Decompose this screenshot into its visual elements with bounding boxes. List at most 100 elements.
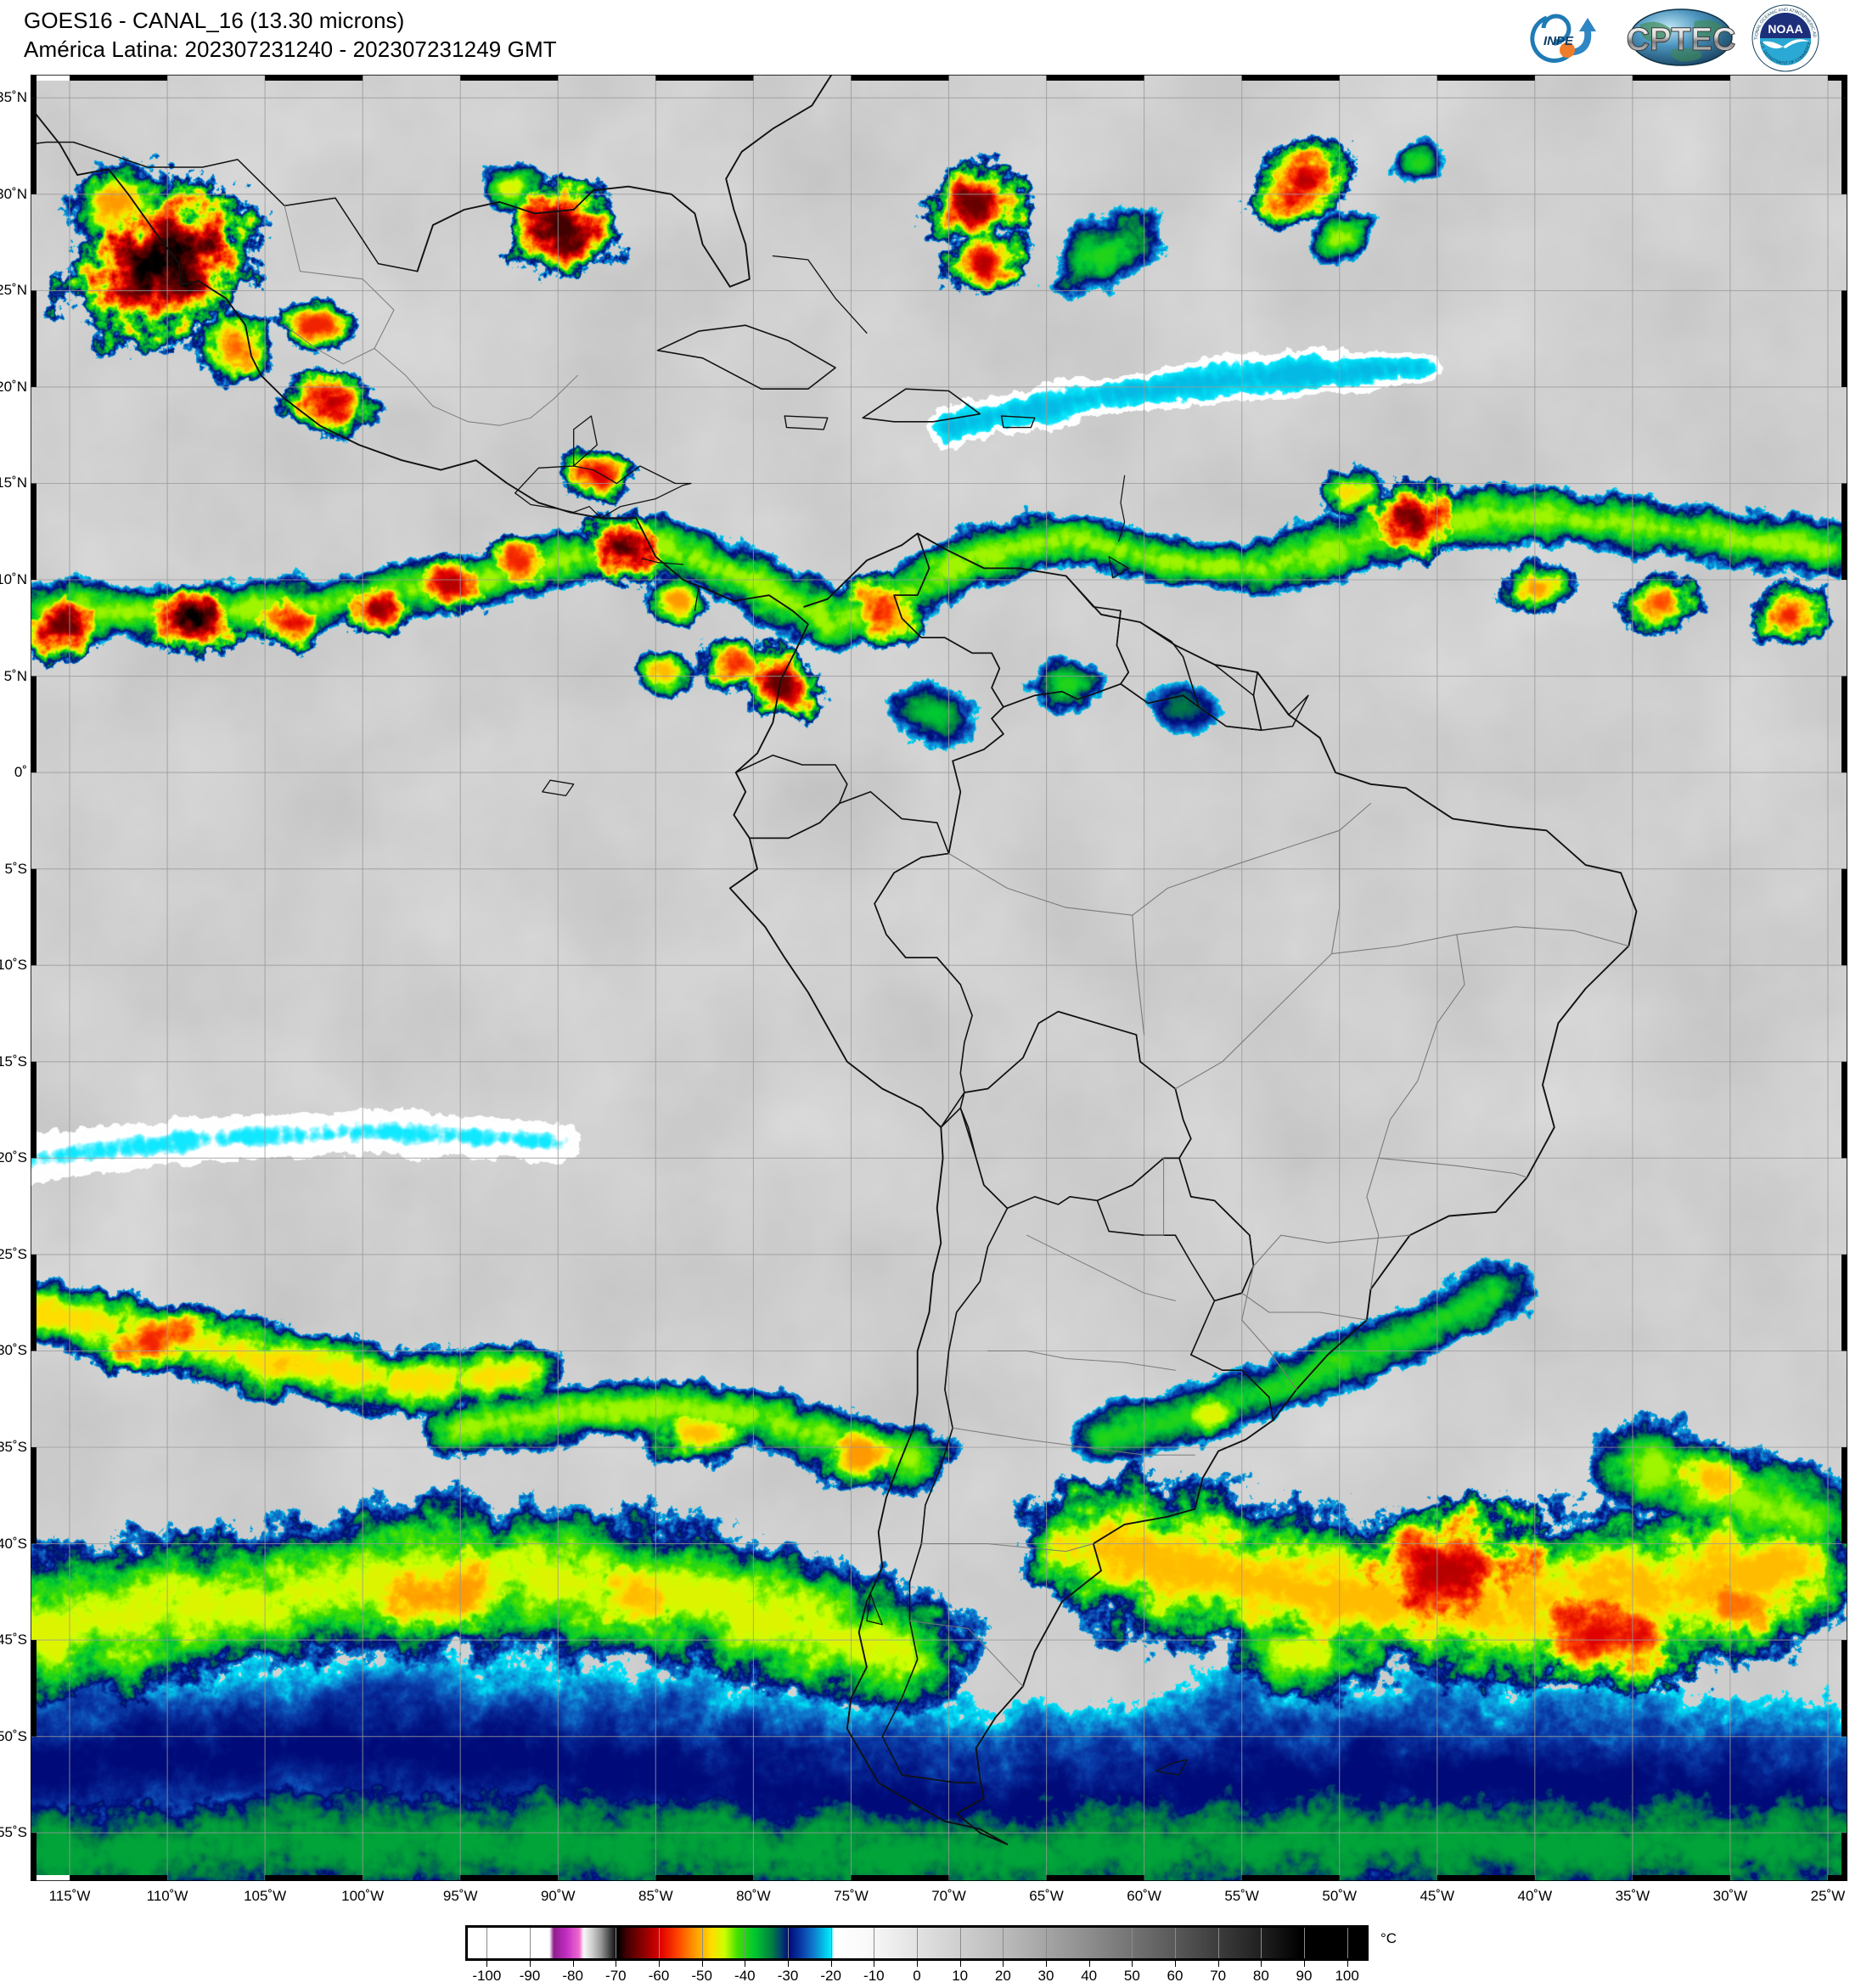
colorbar-tick-11 [959,1961,961,1967]
colorbar-tick-16 [1175,1961,1176,1967]
lon-tick-label-14: 45˚W [1420,1888,1455,1904]
lat-tick-label-6: 5˚N [3,667,27,684]
lon-tick-label-7: 80˚W [736,1888,771,1904]
state-border-santacruz [909,1620,1024,1688]
colorbar-label-9: -10 [863,1968,885,1984]
colorbar-inner-tick-7 [788,1928,789,1958]
border-french-guiana [1260,694,1309,731]
colorbar-tick-15 [1132,1961,1133,1967]
state-border-mato-tocantins [1174,829,1341,1090]
colorbar-tick-20 [1347,1961,1348,1967]
coastline-chiloe [866,1592,883,1626]
lon-tick-label-17: 30˚W [1712,1888,1748,1904]
latitude-axis: 35˚N 30˚N 25˚N 20˚N 15˚N 10˚N 5˚N 0˚ 5˚S 10˚S 15˚S… [0,75,31,1881]
colorbar-tick-4 [659,1961,660,1967]
satellite-map[interactable] [31,75,1847,1881]
colorbar-tick-17 [1217,1961,1219,1967]
border-colombia [874,532,1004,986]
lon-tick-label-18: 25˚W [1810,1888,1846,1904]
border-belize [573,415,598,467]
colorbar-label-14: 40 [1081,1968,1098,1984]
map-frame-border [31,75,1847,1881]
state-border-argentina-pampas [952,1427,1195,1456]
lat-tick-label-3: 20˚N [0,378,27,395]
colorbar-label-19: 90 [1296,1968,1313,1984]
colorbar-label-12: 20 [994,1968,1011,1984]
coastline-galapagos [542,779,575,797]
lat-tick-label-9: 10˚S [0,957,27,974]
title-line-satellite: GOES16 - CANAL_16 (13.30 microns) [24,8,405,33]
colorbar-inner-tick-4 [659,1928,660,1958]
border-honduras-elsalvador [573,506,602,519]
colorbar-label-6: -40 [734,1968,756,1984]
border-ecuador [734,754,848,840]
colorbar-tick-18 [1261,1961,1262,1967]
coastline-jamaica [784,415,829,430]
colorbar-tick-8 [830,1961,832,1967]
lon-tick-label-10: 65˚W [1029,1888,1064,1904]
colorbar-label-13: 30 [1037,1968,1054,1984]
state-border-minas-sp [1378,1157,1528,1178]
svg-text:CPTEC: CPTEC [1627,22,1735,58]
border-suriname [1198,664,1262,731]
satellite-image-canvas[interactable] [31,75,1847,1881]
colorbar-inner-tick-15 [1132,1928,1133,1958]
colorbar-inner-tick-8 [830,1928,832,1958]
lon-tick-label-0: 115˚W [48,1888,91,1904]
lat-tick-label-15: 40˚S [0,1535,27,1552]
colorbar-inner-tick-14 [1088,1928,1090,1958]
lat-tick-label-7: 0˚ [14,764,27,781]
colorbar-strip[interactable] [465,1925,1369,1961]
colorbar-tick-10 [917,1961,918,1967]
lon-tick-label-2: 105˚W [244,1888,287,1904]
lon-tick-label-8: 75˚W [834,1888,869,1904]
colorbar-label-2: -80 [562,1968,583,1984]
lat-tick-label-14: 35˚S [0,1439,27,1455]
colorbar-inner-tick-2 [572,1928,574,1958]
border-venezuela [893,532,1129,708]
lat-tick-label-10: 15˚S [0,1053,27,1070]
noaa-logo: NOAA NATIONAL OCEANIC AND ATMOSPHERIC AD… [1747,0,1822,72]
lon-tick-label-5: 90˚W [540,1888,576,1904]
coastline-trinidad [1108,556,1129,579]
state-border-rs [1241,1265,1297,1390]
colorbar-tick-2 [572,1961,574,1967]
coastline-puerto-rico [1000,415,1036,429]
colorbar-label-5: -50 [691,1968,712,1984]
colorbar-tick-14 [1088,1961,1090,1967]
colorbar-label-16: 60 [1167,1968,1184,1984]
border-brazil-south-west [964,1010,1255,1356]
state-border-argentina-north [1026,1234,1176,1301]
colorbar-inner-tick-13 [1046,1928,1047,1958]
lat-tick-label-17: 50˚S [0,1727,27,1744]
border-nicaragua-costarica [641,558,684,565]
lon-tick-label-16: 35˚W [1615,1888,1650,1904]
svg-text:NOAA: NOAA [1768,22,1802,36]
colorbar-label-1: -90 [519,1968,541,1984]
lat-tick-label-12: 25˚S [0,1245,27,1262]
border-brazil-north [947,671,1290,855]
lat-tick-label-13: 30˚S [0,1342,27,1359]
colorbar-inner-tick-10 [917,1928,918,1958]
colorbar-label-20: 100 [1335,1968,1359,1984]
lon-tick-label-11: 60˚W [1127,1888,1161,1904]
map-graticule-overlay [31,75,1847,1881]
coastline-usa-gulf [416,75,833,288]
colorbar-label-18: 80 [1252,1968,1269,1984]
border-guatemala-elsalvador [514,492,575,514]
colorbar-label-3: -70 [605,1968,627,1984]
coastline-bahamas [772,255,868,334]
lon-tick-label-12: 55˚W [1224,1888,1259,1904]
state-border-argentina-central [987,1351,1176,1371]
border-argentina-chile [908,1196,1098,1583]
colorbar-inner-tick-16 [1175,1928,1176,1958]
lat-tick-label-1: 30˚N [0,185,27,202]
state-border-bahia-minas [1366,934,1465,1290]
lat-tick-label-0: 35˚N [0,89,27,106]
colorbar-inner-tick-12 [1003,1928,1004,1958]
border-guyana [1116,609,1200,708]
coastline-americas [31,106,1638,1845]
colorbar-tick-13 [1046,1961,1047,1967]
state-border-paraguay-chaco [1144,1157,1165,1236]
colorbar-label-4: -60 [648,1968,670,1984]
